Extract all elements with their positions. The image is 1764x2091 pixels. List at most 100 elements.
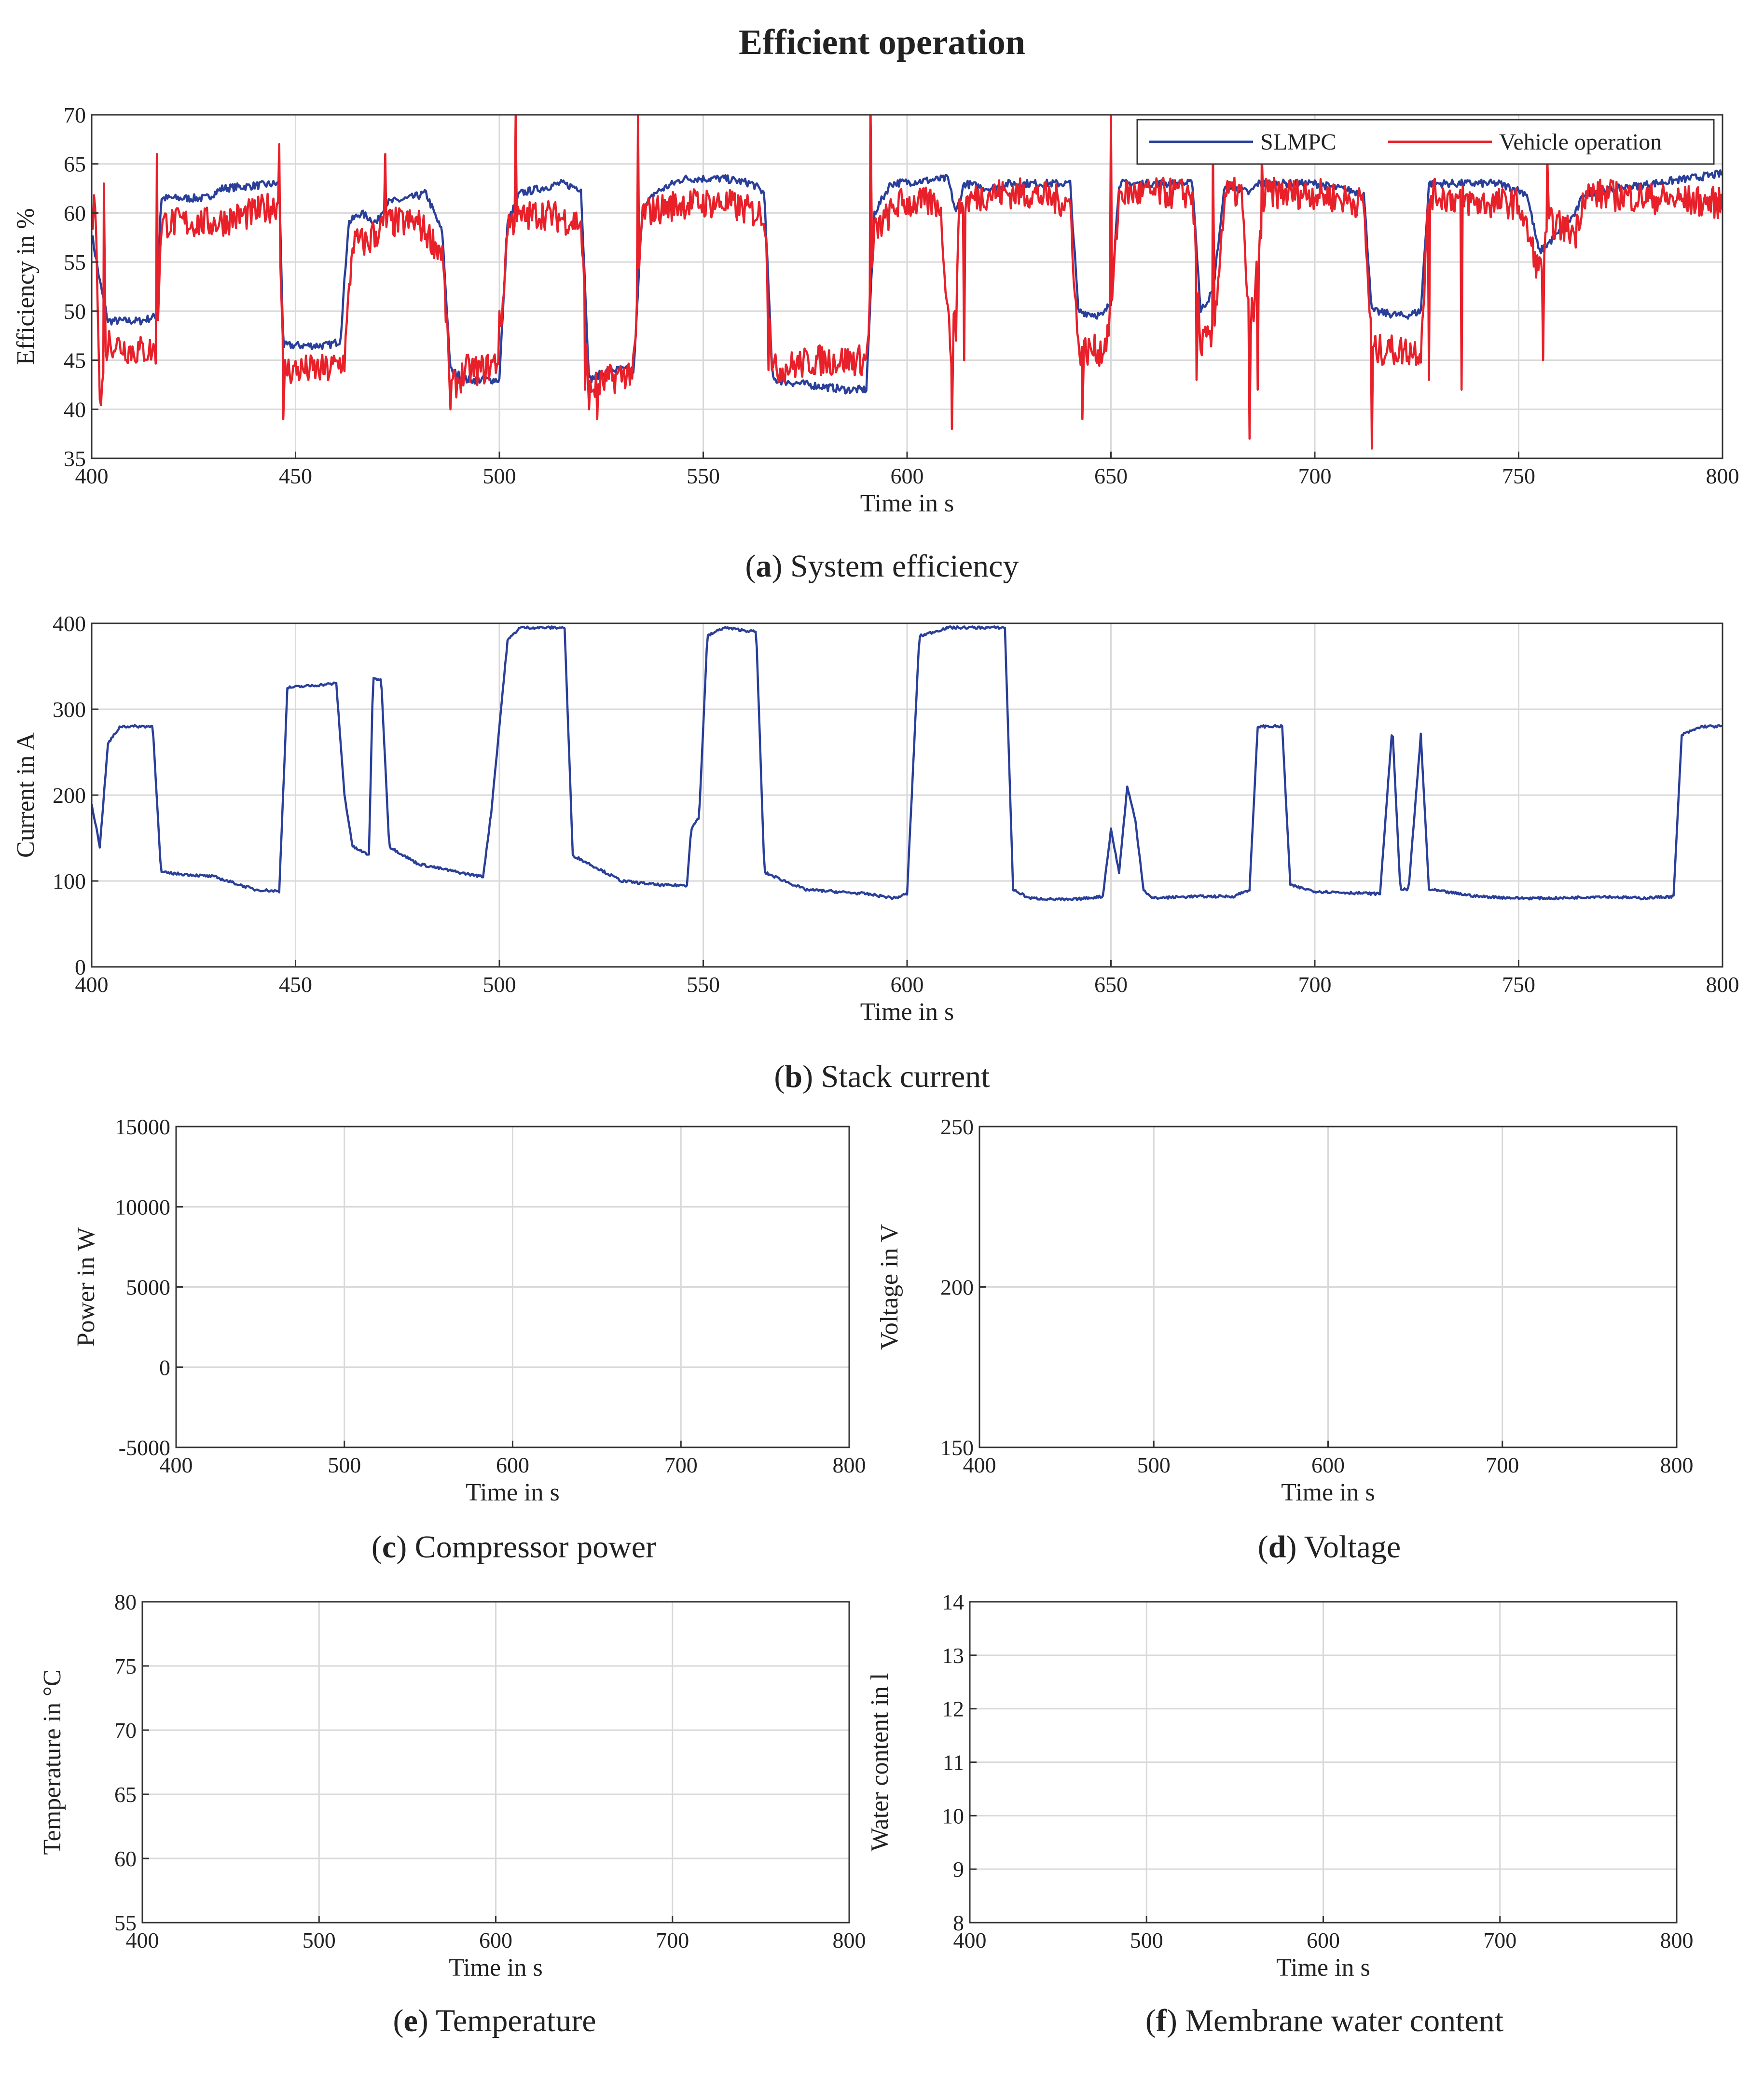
x-tick-label: 600 [891,464,924,488]
caption-text: ) System efficiency [772,549,1019,584]
x-tick-label: 700 [1298,464,1332,488]
x-tick-label: 500 [483,972,516,997]
y-tick-label: 14 [942,1590,964,1614]
x-tick-label: 600 [1307,1928,1340,1953]
y-tick-label: 65 [114,1782,137,1807]
x-tick-label: 400 [75,464,109,488]
caption-paren: ( [372,1529,382,1565]
caption-letter: e [403,2003,417,2038]
series-group-a [92,115,1723,450]
x-tick-label: 400 [160,1453,193,1477]
x-tick-label: 700 [1483,1928,1516,1953]
x-tick-label: 450 [279,972,312,997]
caption-paren: ( [745,549,756,584]
y-tick-label: 150 [940,1435,974,1460]
x-tick-label: 800 [1660,1453,1694,1477]
caption-a: (a) System efficiency [745,549,1019,584]
x-tick-label: 400 [75,972,109,997]
x-tick-label: 800 [1706,972,1739,997]
x-axis-label: Time in s [1281,1479,1375,1506]
y-axis-label: Power in W [72,1227,100,1347]
y-tick-label: 13 [942,1643,964,1668]
caption-d: (d) Voltage [1258,1529,1401,1565]
series-group-b [92,625,1723,902]
caption-c: (c) Compressor power [372,1529,656,1565]
y-tick-label: 15000 [115,1114,170,1139]
y-tick-label: 200 [53,783,86,808]
caption-paren: ( [774,1059,785,1094]
y-tick-label: 65 [64,152,86,177]
y-axis-label: Efficiency in % [12,208,40,365]
chart-panel-e: 400 500 600 700 800 55 60 65 70 75 80 Time in s Temp… [39,1590,866,2038]
x-tick-label: 650 [1094,464,1128,488]
y-tick-label: 0 [159,1355,170,1380]
x-axis-label: Time in s [1276,1954,1370,1981]
x-axis-label: Time in s [449,1954,543,1981]
x-tick-label: 500 [1137,1453,1171,1477]
y-axis-label: Current in A [12,732,40,858]
y-tick-label: 400 [53,611,86,636]
y-tick-label: 100 [53,869,86,894]
x-axis-label: Time in s [860,490,954,517]
x-tick-label: 400 [126,1928,159,1953]
legend-label-slmpc: SLMPC [1260,129,1336,155]
y-tick-label: 70 [114,1718,137,1743]
x-tick-label: 800 [833,1453,866,1477]
caption-text: ) Temperature [418,2003,596,2038]
y-tick-label: 60 [64,201,86,225]
chart-panel-f: 400 500 600 700 800 8 9 10 11 12 13 14 Time in s Wate… [866,1590,1694,2038]
x-tick-label: 450 [279,464,312,488]
x-tick-label: 800 [833,1928,866,1953]
x-tick-label: 650 [1094,972,1128,997]
caption-text: ) Membrane water content [1167,2003,1503,2038]
series-line-slmpc [92,625,1723,902]
y-tick-label: 70 [64,103,86,127]
y-tick-label: 45 [64,348,86,373]
y-tick-label: 50 [64,299,86,324]
x-tick-label: 600 [891,972,924,997]
series-line-slmpc [92,169,1723,395]
y-tick-label: 11 [943,1750,964,1775]
y-tick-label: -5000 [119,1435,170,1460]
caption-letter: b [785,1059,802,1094]
x-tick-label: 400 [953,1928,987,1953]
caption-letter: a [756,549,772,584]
x-axis-label: Time in s [466,1479,560,1506]
caption-letter: d [1268,1529,1286,1565]
x-tick-label: 600 [1311,1453,1345,1477]
x-tick-label: 800 [1706,464,1739,488]
x-tick-label: 750 [1502,464,1535,488]
chart-panel-a: 400 450 500 550 600 650 700 750 800 35 40 45 50 55 60 6… [12,103,1739,584]
chart-panel-b: 400 450 500 550 600 650 700 750 800 0 100 200 300 400… [12,611,1739,1094]
caption-letter: c [382,1529,396,1565]
y-tick-label: 40 [64,397,86,422]
x-tick-label: 550 [687,464,720,488]
y-tick-label: 10 [942,1803,964,1828]
x-tick-label: 500 [328,1453,361,1477]
x-tick-label: 550 [687,972,720,997]
y-axis-label: Voltage in V [876,1224,903,1350]
x-tick-label: 700 [656,1928,689,1953]
x-tick-label: 750 [1502,972,1535,997]
caption-text: ) Voltage [1286,1529,1401,1565]
y-tick-label: 10000 [115,1195,170,1219]
x-tick-label: 600 [496,1453,529,1477]
x-tick-label: 500 [483,464,516,488]
y-tick-label: 200 [940,1275,974,1300]
caption-letter: f [1156,2003,1167,2038]
chart-panel-c: 400 500 600 700 800 -5000 0 5000 10000 15000 Time … [72,1114,866,1565]
series-line-vehicle-operation [92,115,1723,450]
figure-title: Efficient operation [739,23,1025,62]
legend-label-vehicle: Vehicle operation [1499,129,1662,155]
caption-b: (b) Stack current [774,1059,990,1094]
x-tick-label: 700 [1298,972,1332,997]
x-tick-label: 500 [1130,1928,1163,1953]
y-tick-label: 300 [53,697,86,722]
y-tick-label: 250 [940,1114,974,1139]
y-tick-label: 0 [75,955,86,979]
chart-panel-d: 400 500 600 700 800 150 200 250 Time in s Voltage… [876,1114,1694,1565]
caption-paren: ( [1145,2003,1156,2038]
caption-paren: ( [393,2003,403,2038]
